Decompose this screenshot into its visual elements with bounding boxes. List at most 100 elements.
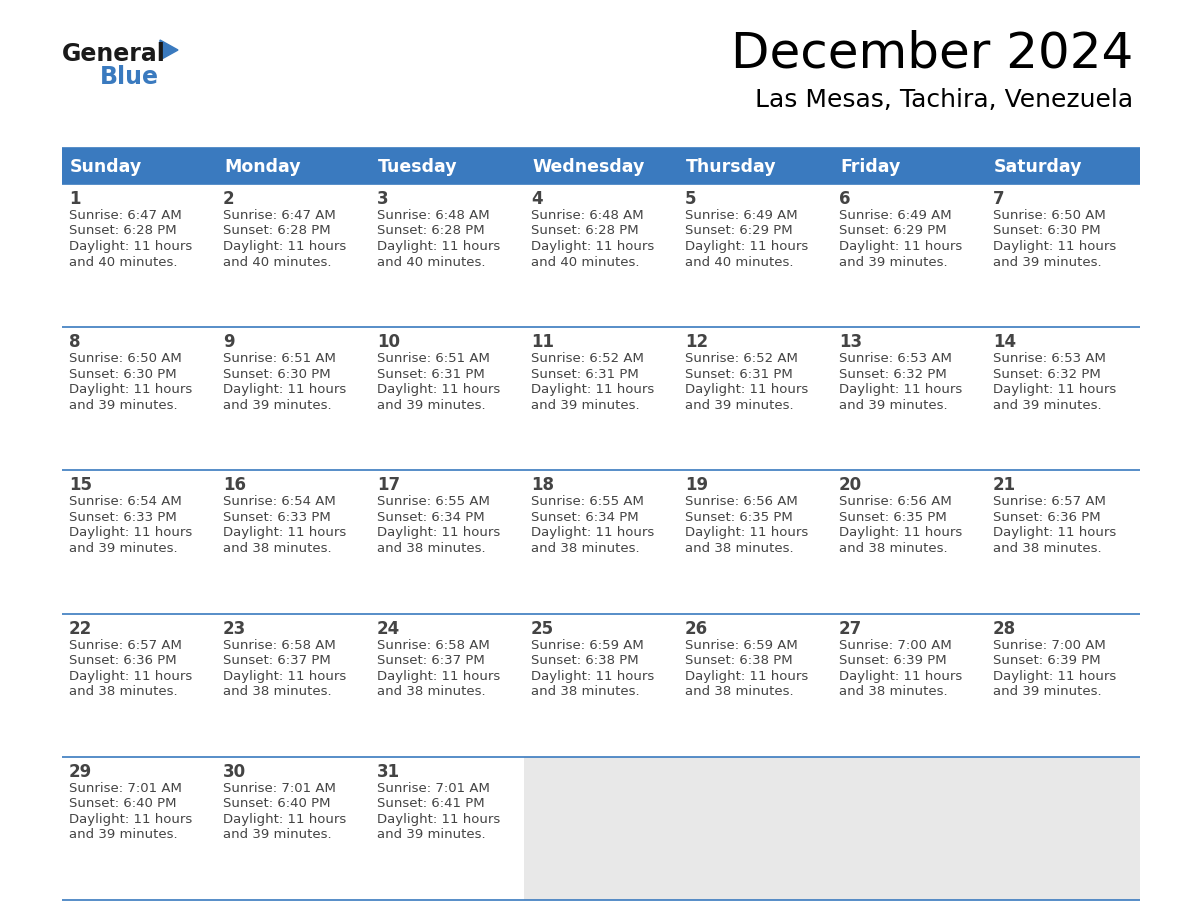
Text: 2: 2 xyxy=(223,190,234,208)
Text: 7: 7 xyxy=(993,190,1005,208)
Text: 31: 31 xyxy=(377,763,400,781)
Text: Daylight: 11 hours: Daylight: 11 hours xyxy=(377,383,500,397)
Text: Daylight: 11 hours: Daylight: 11 hours xyxy=(685,526,808,540)
Text: Sunrise: 6:47 AM: Sunrise: 6:47 AM xyxy=(69,209,182,222)
Bar xyxy=(216,756,369,900)
Text: 8: 8 xyxy=(69,333,81,352)
Bar xyxy=(832,184,986,327)
Text: Sunset: 6:30 PM: Sunset: 6:30 PM xyxy=(69,368,177,381)
Text: and 38 minutes.: and 38 minutes. xyxy=(223,542,331,554)
Text: Daylight: 11 hours: Daylight: 11 hours xyxy=(531,526,655,540)
Text: Sunrise: 7:01 AM: Sunrise: 7:01 AM xyxy=(223,782,336,795)
Text: Sunset: 6:34 PM: Sunset: 6:34 PM xyxy=(531,511,639,524)
Text: and 39 minutes.: and 39 minutes. xyxy=(377,398,486,411)
Text: Sunrise: 6:57 AM: Sunrise: 6:57 AM xyxy=(69,639,182,652)
Text: 3: 3 xyxy=(377,190,388,208)
Text: Daylight: 11 hours: Daylight: 11 hours xyxy=(377,812,500,826)
Text: Daylight: 11 hours: Daylight: 11 hours xyxy=(993,526,1117,540)
Text: Sunrise: 6:58 AM: Sunrise: 6:58 AM xyxy=(223,639,336,652)
Text: Sunset: 6:31 PM: Sunset: 6:31 PM xyxy=(531,368,639,381)
Text: and 39 minutes.: and 39 minutes. xyxy=(839,255,948,268)
Text: 5: 5 xyxy=(685,190,696,208)
Text: 27: 27 xyxy=(839,620,862,638)
Text: Sunset: 6:40 PM: Sunset: 6:40 PM xyxy=(69,798,177,811)
Text: Sunset: 6:32 PM: Sunset: 6:32 PM xyxy=(839,368,947,381)
Text: and 39 minutes.: and 39 minutes. xyxy=(223,828,331,841)
Text: Daylight: 11 hours: Daylight: 11 hours xyxy=(685,383,808,397)
Text: Sunrise: 6:50 AM: Sunrise: 6:50 AM xyxy=(69,353,182,365)
Bar xyxy=(524,184,678,327)
Text: and 39 minutes.: and 39 minutes. xyxy=(377,828,486,841)
Text: and 40 minutes.: and 40 minutes. xyxy=(377,255,486,268)
Text: and 40 minutes.: and 40 minutes. xyxy=(69,255,177,268)
Text: Sunrise: 7:00 AM: Sunrise: 7:00 AM xyxy=(839,639,952,652)
Text: and 38 minutes.: and 38 minutes. xyxy=(531,685,639,698)
Text: Sunrise: 6:51 AM: Sunrise: 6:51 AM xyxy=(377,353,489,365)
Text: Sunrise: 6:48 AM: Sunrise: 6:48 AM xyxy=(377,209,489,222)
Text: Sunrise: 6:58 AM: Sunrise: 6:58 AM xyxy=(377,639,489,652)
Text: 26: 26 xyxy=(685,620,708,638)
Text: Sunset: 6:32 PM: Sunset: 6:32 PM xyxy=(993,368,1101,381)
Bar xyxy=(62,756,216,900)
Text: Sunset: 6:31 PM: Sunset: 6:31 PM xyxy=(377,368,485,381)
Text: Daylight: 11 hours: Daylight: 11 hours xyxy=(685,240,808,253)
Text: Daylight: 11 hours: Daylight: 11 hours xyxy=(223,812,346,826)
Text: 21: 21 xyxy=(993,476,1016,495)
Text: 16: 16 xyxy=(223,476,246,495)
Text: Sunrise: 6:52 AM: Sunrise: 6:52 AM xyxy=(685,353,798,365)
Text: Daylight: 11 hours: Daylight: 11 hours xyxy=(993,669,1117,683)
Text: 9: 9 xyxy=(223,333,234,352)
Bar xyxy=(986,613,1140,756)
Text: and 38 minutes.: and 38 minutes. xyxy=(69,685,178,698)
Text: and 39 minutes.: and 39 minutes. xyxy=(993,255,1101,268)
Text: 13: 13 xyxy=(839,333,862,352)
Bar xyxy=(369,470,524,613)
Text: Sunrise: 6:49 AM: Sunrise: 6:49 AM xyxy=(839,209,952,222)
Text: Daylight: 11 hours: Daylight: 11 hours xyxy=(223,669,346,683)
Text: Sunrise: 6:53 AM: Sunrise: 6:53 AM xyxy=(839,353,952,365)
Text: Daylight: 11 hours: Daylight: 11 hours xyxy=(223,383,346,397)
Text: and 38 minutes.: and 38 minutes. xyxy=(839,542,948,554)
Text: 20: 20 xyxy=(839,476,862,495)
Text: 22: 22 xyxy=(69,620,93,638)
Text: Sunset: 6:28 PM: Sunset: 6:28 PM xyxy=(531,225,639,238)
Bar xyxy=(678,470,832,613)
Text: Sunday: Sunday xyxy=(70,158,143,176)
Text: 12: 12 xyxy=(685,333,708,352)
Bar xyxy=(216,184,369,327)
Text: and 40 minutes.: and 40 minutes. xyxy=(531,255,639,268)
Text: Sunrise: 6:56 AM: Sunrise: 6:56 AM xyxy=(685,496,798,509)
Text: Daylight: 11 hours: Daylight: 11 hours xyxy=(839,669,962,683)
Text: Sunset: 6:35 PM: Sunset: 6:35 PM xyxy=(685,511,792,524)
Text: 18: 18 xyxy=(531,476,554,495)
Bar xyxy=(216,470,369,613)
Text: Sunset: 6:37 PM: Sunset: 6:37 PM xyxy=(223,655,330,667)
Text: Daylight: 11 hours: Daylight: 11 hours xyxy=(69,383,192,397)
Text: and 39 minutes.: and 39 minutes. xyxy=(685,398,794,411)
Text: Daylight: 11 hours: Daylight: 11 hours xyxy=(69,812,192,826)
Text: 6: 6 xyxy=(839,190,851,208)
Bar xyxy=(524,327,678,470)
Text: and 38 minutes.: and 38 minutes. xyxy=(685,685,794,698)
Text: and 39 minutes.: and 39 minutes. xyxy=(69,542,178,554)
Text: Daylight: 11 hours: Daylight: 11 hours xyxy=(223,240,346,253)
Text: Sunrise: 6:50 AM: Sunrise: 6:50 AM xyxy=(993,209,1106,222)
Text: and 39 minutes.: and 39 minutes. xyxy=(993,398,1101,411)
Bar xyxy=(62,148,1140,184)
Text: Sunrise: 6:54 AM: Sunrise: 6:54 AM xyxy=(69,496,182,509)
Text: 14: 14 xyxy=(993,333,1016,352)
Polygon shape xyxy=(160,40,178,60)
Bar xyxy=(524,470,678,613)
Text: Daylight: 11 hours: Daylight: 11 hours xyxy=(839,240,962,253)
Bar xyxy=(369,613,524,756)
Text: 4: 4 xyxy=(531,190,543,208)
Text: Sunset: 6:34 PM: Sunset: 6:34 PM xyxy=(377,511,485,524)
Text: Sunset: 6:37 PM: Sunset: 6:37 PM xyxy=(377,655,485,667)
Text: 19: 19 xyxy=(685,476,708,495)
Bar xyxy=(678,327,832,470)
Text: Sunrise: 6:47 AM: Sunrise: 6:47 AM xyxy=(223,209,336,222)
Bar xyxy=(62,184,216,327)
Bar xyxy=(986,184,1140,327)
Text: Daylight: 11 hours: Daylight: 11 hours xyxy=(69,669,192,683)
Text: Sunset: 6:29 PM: Sunset: 6:29 PM xyxy=(839,225,947,238)
